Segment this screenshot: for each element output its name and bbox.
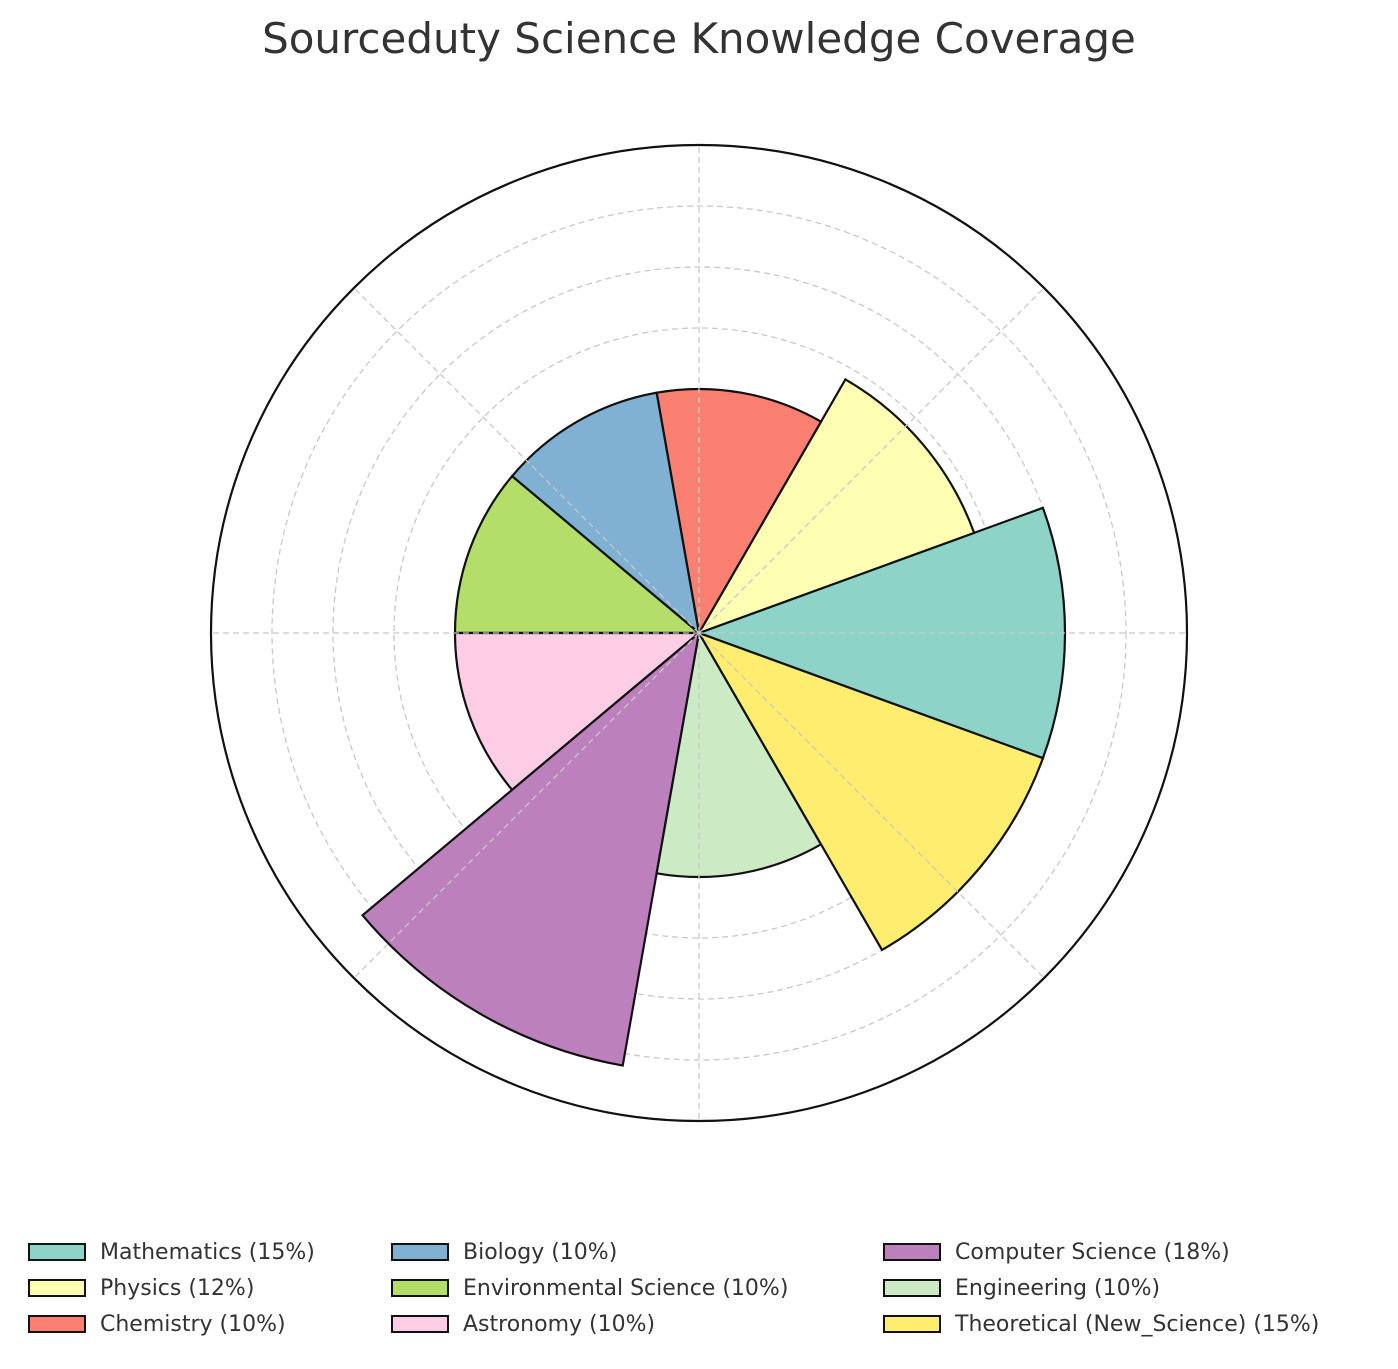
legend-swatch <box>28 1315 86 1333</box>
legend-swatch <box>28 1243 86 1261</box>
legend-label: Physics (12%) <box>100 1275 255 1301</box>
polar-spokes <box>211 145 1187 1121</box>
legend-label: Astronomy (10%) <box>463 1311 656 1337</box>
grid-ring-6 <box>271 205 1127 1061</box>
bar-astronomy <box>453 631 703 792</box>
legend-item: Biology (10%) <box>391 1235 617 1269</box>
legend-label: Biology (10%) <box>463 1239 618 1265</box>
legend-item: Astronomy (10%) <box>391 1307 655 1341</box>
legend: Mathematics (15%) Physics (12%) Chemistry … <box>28 1235 1388 1345</box>
bar-computer <box>360 630 701 1067</box>
polar-bars <box>360 377 1067 1067</box>
legend-swatch <box>883 1243 941 1261</box>
bar-theoretical <box>696 630 1045 952</box>
legend-swatch <box>391 1279 449 1297</box>
bar-environmental <box>453 474 703 635</box>
legend-label: Engineering (10%) <box>955 1275 1161 1301</box>
legend-item: Computer Science (18%) <box>883 1235 1230 1269</box>
bar-chemistry <box>655 387 823 637</box>
grid-spoke-45 <box>698 287 1045 634</box>
polar-frame <box>209 143 1189 1123</box>
legend-swatch <box>391 1315 449 1333</box>
bar-biology <box>510 391 701 636</box>
bar-physics <box>696 377 976 636</box>
chart-title: Sourceduty Science Knowledge Coverage <box>262 14 1136 63</box>
legend-swatch <box>883 1315 941 1333</box>
legend-swatch <box>883 1279 941 1297</box>
legend-item: Theoretical (New_Science) (15%) <box>883 1307 1319 1341</box>
grid-spoke-315 <box>698 632 1045 979</box>
legend-label: Environmental Science (10%) <box>463 1275 789 1301</box>
legend-label: Mathematics (15%) <box>100 1239 315 1265</box>
legend-label: Computer Science (18%) <box>955 1239 1230 1265</box>
legend-item: Engineering (10%) <box>883 1271 1160 1305</box>
legend-swatch <box>28 1279 86 1297</box>
legend-item: Physics (12%) <box>28 1271 254 1305</box>
bar-engineering <box>655 629 823 879</box>
legend-swatch <box>391 1243 449 1261</box>
legend-item: Environmental Science (10%) <box>391 1271 788 1305</box>
legend-label: Theoretical (New_Science) (15%) <box>955 1311 1320 1337</box>
grid-spoke-135 <box>353 287 700 634</box>
legend-item: Chemistry (10%) <box>28 1307 286 1341</box>
grid-spoke-225 <box>353 632 700 979</box>
legend-label: Chemistry (10%) <box>100 1311 286 1337</box>
legend-item: Mathematics (15%) <box>28 1235 315 1269</box>
